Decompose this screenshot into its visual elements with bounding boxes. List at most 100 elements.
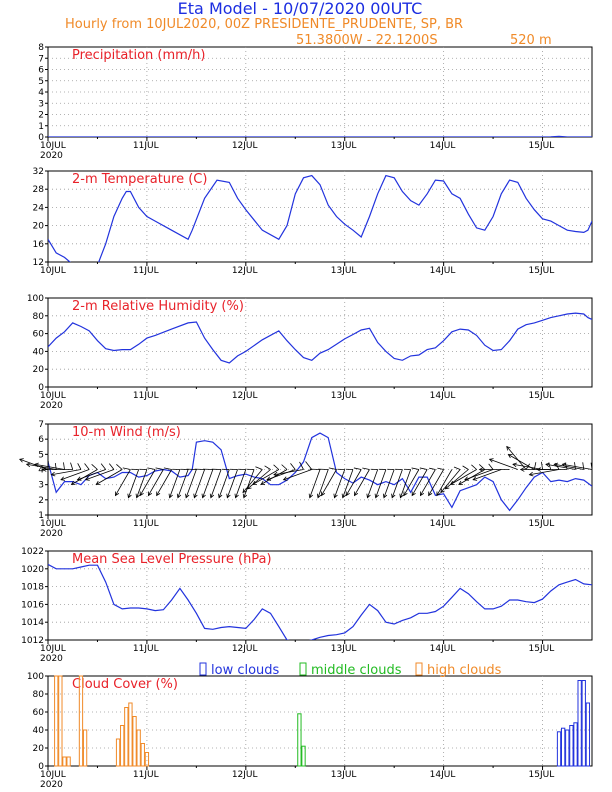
cloud-bar: [132, 716, 137, 767]
y-tick-label: 1: [38, 511, 44, 521]
panel-frame: [47, 297, 593, 388]
y-tick-label: 80: [33, 690, 45, 700]
y-tick-label: 20: [33, 365, 45, 375]
x-tick-label: 12JUL: [232, 770, 258, 780]
wind-barb-head: [449, 480, 455, 485]
wind-barb-head: [115, 491, 120, 497]
panel-frame: [47, 675, 593, 767]
wind-barb-feather: [411, 467, 419, 470]
wind-barb-head: [391, 493, 396, 499]
x-tick-label: 15JUL: [529, 519, 555, 529]
wind-barb-feather: [91, 463, 98, 470]
x-tick-label: 12JUL: [232, 266, 258, 276]
cloud-bar: [120, 725, 125, 767]
wind-barb-head: [345, 491, 350, 497]
wind-barb-shaft: [512, 463, 543, 470]
wind-barb-shaft: [489, 458, 518, 470]
wind-barb-shaft: [77, 469, 106, 481]
wind-barb-feather: [305, 461, 313, 470]
cloud-bar: [556, 731, 562, 767]
wind-barb-feather: [429, 467, 436, 470]
wind-barb-feather: [100, 463, 107, 470]
wind-barb-head: [308, 493, 314, 499]
temperature-series-line: [48, 174, 592, 262]
wind-barb-head: [488, 458, 494, 463]
wind-barb-shaft: [367, 469, 379, 498]
wind-barb-shaft: [96, 469, 123, 485]
cloud-bar: [140, 743, 145, 767]
wind-barb-head: [34, 462, 39, 468]
y-tick-label: 1022: [21, 547, 44, 557]
cloud-bar: [124, 707, 129, 767]
wind-barb-head: [519, 467, 525, 472]
wind-barb-head: [528, 471, 534, 477]
wind-barb-head: [436, 491, 441, 497]
wind-barb-head: [374, 493, 379, 499]
wind-barb-shaft: [428, 469, 444, 496]
wind-barb-feather: [109, 463, 115, 470]
x-tick-label: 12JUL: [232, 519, 258, 529]
x-tick-label: 13JUL: [331, 644, 357, 654]
y-tick-label: 100: [27, 294, 44, 304]
wind-barb-feather: [362, 467, 370, 470]
wind-barb-head: [464, 476, 469, 481]
wind-barb-feather: [54, 463, 57, 470]
cloud-bar: [573, 722, 578, 767]
wind-barb-head: [95, 480, 101, 485]
y-tick-label: 32: [33, 167, 44, 177]
wind-barb-shaft: [193, 469, 205, 498]
x-tick-label: 11JUL: [133, 770, 159, 780]
wind-barb-shaft: [440, 469, 461, 493]
wind-barb-head: [176, 493, 182, 499]
wind-barb-shaft: [283, 469, 312, 481]
y-tick-label: 2: [38, 496, 44, 506]
wind-barb-shaft: [383, 469, 395, 498]
y-tick-label: 1012: [21, 636, 44, 646]
panel-title: 2-m Temperature (C): [72, 172, 207, 187]
x-tick-label: 14JUL: [430, 644, 456, 654]
cloud-bar: [577, 680, 582, 767]
wind-barb-feather: [419, 467, 428, 470]
wind-barb-shaft: [235, 469, 247, 498]
y-tick-label: 16: [33, 240, 45, 250]
wind-barb-feather: [155, 467, 164, 470]
panel-frame: [47, 170, 593, 263]
wind-barb-head: [156, 491, 161, 497]
x-tick-label: 11JUL: [133, 644, 159, 654]
legend-low-swatch: [199, 662, 207, 676]
location-subtitle: Hourly from 10JUL2020, 00Z PRESIDENTE_PR…: [65, 17, 463, 32]
y-tick-label: 5: [38, 450, 44, 460]
cloud-bar: [66, 756, 71, 767]
wind-barb-head: [399, 493, 404, 499]
wind-barb-head: [478, 467, 484, 472]
wind-barb-head: [185, 493, 190, 499]
wind-barb-head: [209, 493, 215, 499]
wind-barb-shaft: [202, 469, 214, 498]
wind-barb-shaft: [562, 463, 593, 470]
wind-barb-feather: [116, 463, 123, 470]
wind-barb-head: [242, 493, 248, 499]
wind-barb-head: [545, 462, 550, 468]
wind-barb-shaft: [85, 469, 115, 481]
wind-barb-feather: [273, 464, 280, 470]
wind-barb-feather: [453, 466, 461, 470]
legend-high-label: high clouds: [427, 663, 502, 678]
wind-barb-feather: [63, 462, 65, 470]
wind-barb-shaft: [529, 469, 560, 476]
legend-middle-swatch: [299, 662, 307, 676]
series-high-clouds: [54, 675, 150, 767]
wind-barb-head: [403, 491, 408, 497]
wind-barb-shaft: [139, 469, 156, 496]
y-tick-label: 60: [33, 330, 45, 340]
wind-barb-head: [316, 493, 322, 499]
y-tick-label: 0: [38, 383, 44, 393]
x-tick-label: 12JUL: [232, 391, 258, 401]
y-tick-label: 4: [38, 466, 44, 476]
wind-barb-shaft: [345, 469, 362, 496]
series-middle-clouds: [297, 713, 306, 767]
y-tick-label: 12: [33, 258, 44, 268]
wind-barb-head: [201, 493, 206, 499]
wind-barb-head: [444, 484, 450, 490]
